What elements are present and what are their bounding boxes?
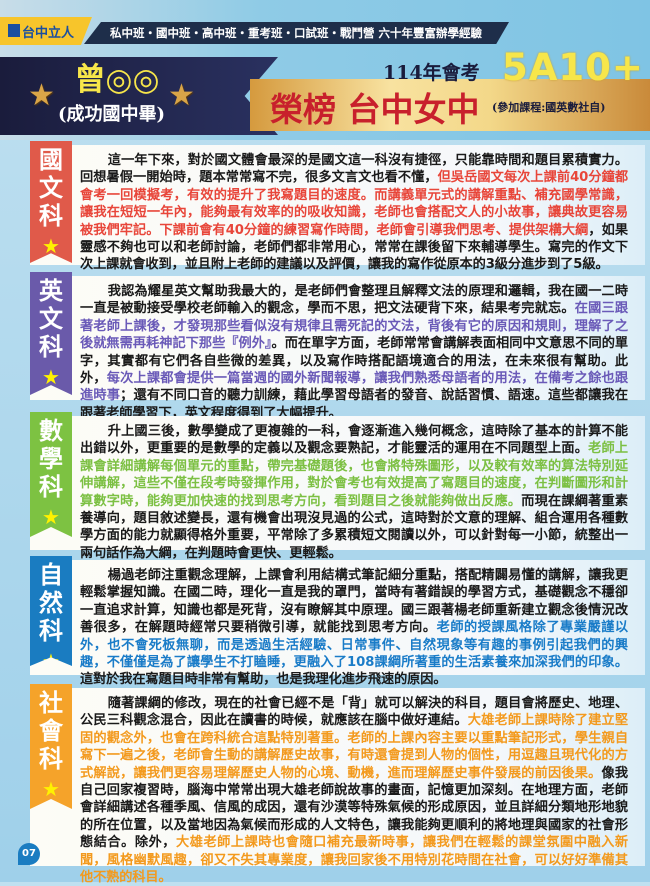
testimonial-text: 這一年下來，對於國文體會最深的是國文這一科沒有捷徑，只能靠時間和題目累積實力。回… xyxy=(80,152,628,274)
testimonial-panel xyxy=(30,416,645,550)
name-banner xyxy=(0,57,278,135)
subject-label: 社會科 xyxy=(39,689,63,773)
star-icon: ★ xyxy=(42,365,60,389)
highlighted-text: 老師上課會詳細講解每個單元的重點，帶完基礎題後，也會將特殊圖形，以及較有效率的算… xyxy=(80,441,629,509)
star-icon: ★ xyxy=(28,78,55,113)
logo-icon xyxy=(8,24,20,37)
highlighted-text: 大雄老師上課時也會隨口補充最新時事，讓我們在輕鬆的課堂氛圍中融入新聞，風格幽默風… xyxy=(80,835,628,886)
star-icon: ★ xyxy=(168,78,195,113)
highlighted-text: 大雄老師上課時除了建立堅固的觀念外，也會在跨科統合這點特別著重。老師的上課內容主… xyxy=(80,713,628,781)
testimonial-panel xyxy=(30,560,645,675)
testimonial-text: 楊過老師注重觀念理解，上課會利用結構式筆記細分重點，搭配精闢易懂的講解，讓我更輕… xyxy=(80,567,628,689)
exam-score: 5A10+ xyxy=(502,46,644,89)
logo-text: 台中立人 xyxy=(22,25,75,41)
page-number: 07 xyxy=(18,843,40,865)
subject-ribbon: 英文科 ★ xyxy=(30,272,72,395)
honor-school: 榮榜 台中女中 xyxy=(270,90,480,129)
subject-ribbon: 數學科 ★ xyxy=(30,412,72,537)
header-banner: 台中立人 私中班・國中班・高中班・重考班・口試班・戰鬥營 六十年豐富辦學經驗 ★… xyxy=(0,0,650,140)
brand-logo: 台中立人 xyxy=(0,17,92,45)
testimonial-text: 升上國三後，數學變成了更複雜的一科，會逐漸進入幾何概念，這時除了基本的計算不能出… xyxy=(80,423,628,562)
subject-ribbon: 自然科★ xyxy=(30,556,72,666)
highlighted-text: 在國三跟著老師上課後，才發現那些看似沒有規律且需死記的文法，背後有它的原因和規則… xyxy=(80,301,628,352)
body-text: ，如果靈感不夠也可以和老師討論，老師們都非常用心，常常在課後留下來輔導學生。寫完… xyxy=(80,222,629,273)
body-text: 。而在單字方面，老師常常會講解表面相同中文意思不同的單字，其實都有它們各自些微的… xyxy=(80,336,628,387)
subject-label: 國文科 xyxy=(39,146,63,230)
testimonial-text: 隨著課綱的修改，現在的社會已經不是「背」就可以解決的科目，題目會將歷史、地理、公… xyxy=(80,695,628,886)
testimonial-panel xyxy=(30,276,645,400)
courses: (參加課程:國英數社自) xyxy=(492,101,606,114)
subject-label: 自然科 xyxy=(39,561,63,645)
star-icon: ★ xyxy=(42,505,60,529)
subject-label: 英文科 xyxy=(39,277,63,361)
star-icon: ★ xyxy=(42,234,60,258)
highlighted-text: 老師的授課風格除了專業嚴謹以外，也不會死板無聊，而是透過生活經驗、日常事件、自然… xyxy=(80,620,628,671)
testimonial-panel xyxy=(30,688,645,866)
testimonial-text: 我認為耀星英文幫助我最大的，是老師們會整理且解釋文法的原理和邏輯，我在國一二時一… xyxy=(80,283,628,422)
body-text: 升上國三後，數學變成了更複雜的一科，會逐漸進入幾何概念，這時除了基本的計算不能出… xyxy=(80,424,628,457)
subject-label: 數學科 xyxy=(39,417,63,501)
body-text: 像我自己回家複習時，腦海中常常出現大雄老師說故事的畫面，記憶更加深刻。在地理方面… xyxy=(80,765,628,851)
body-text: 而現在課綱著重素養導向，題目敘述變長，還有機會出現沒見過的公式，這時對於文意的理… xyxy=(80,493,628,561)
student-name: 曾◎◎ xyxy=(74,62,160,98)
tagline: 私中班・國中班・高中班・重考班・口試班・戰鬥營 六十年豐富辦學經驗 xyxy=(84,22,509,44)
testimonial-panel xyxy=(30,145,645,265)
body-text: 這一年下來，對於國文體會最深的是國文這一科沒有捷徑，只能靠時間和題目累積實力。回… xyxy=(80,153,628,186)
highlighted-text: 但吳岳國文每次上課前40分鐘都會考一回模擬考，有效的提升了我寫題目的速度。而講義… xyxy=(80,170,628,238)
body-text: 楊過老師注重觀念理解，上課會利用結構式筆記細分重點，搭配精闢易懂的講解，讓我更輕… xyxy=(80,568,628,636)
exam-year: 114年會考 xyxy=(383,62,480,84)
highlighted-text: 每次上課都會提供一篇當週的國外新聞報導，讓我們熟悉母語者的用法，在備考之餘也跟進… xyxy=(80,371,628,404)
subject-ribbon: 國文科 ★ xyxy=(30,141,72,263)
body-text: 這對於我在寫題目時非常有幫助，也是我理化進步飛速的原因。 xyxy=(80,672,447,688)
star-icon: ★ xyxy=(42,777,60,801)
body-text: 我認為耀星英文幫助我最大的，是老師們會整理且解釋文法的原理和邏輯，我在國一二時一… xyxy=(80,284,628,317)
honor-banner xyxy=(250,79,650,131)
body-text: 隨著課綱的修改，現在的社會已經不是「背」就可以解決的科目，題目會將歷史、地理、公… xyxy=(80,696,628,729)
subject-ribbon: 社會科 ★ xyxy=(30,684,72,809)
student-school: (成功國中畢) xyxy=(58,104,166,125)
